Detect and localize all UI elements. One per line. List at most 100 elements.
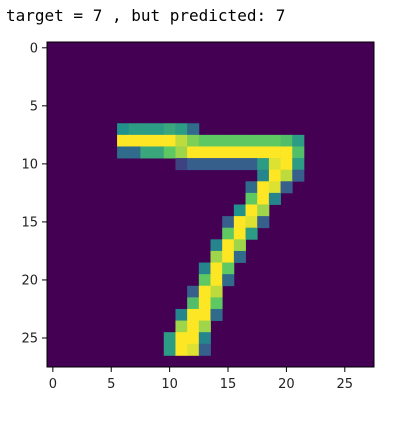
heatmap-cell <box>268 169 281 182</box>
heatmap-cell <box>117 123 130 136</box>
heatmap-cell <box>292 158 305 171</box>
heatmap-cell <box>245 216 258 229</box>
heatmap-cell <box>268 181 281 194</box>
x-tick-label: 25 <box>337 377 354 392</box>
y-tick-label: 20 <box>21 273 38 288</box>
heatmap-cell <box>210 239 223 252</box>
heatmap-cell <box>233 216 246 229</box>
heatmap-cell <box>140 146 153 159</box>
heatmap-cell <box>233 239 246 252</box>
heatmap-cell <box>198 146 211 159</box>
heatmap-cell <box>257 169 270 182</box>
heatmap-cell <box>280 134 293 147</box>
heatmap-cell <box>187 320 200 333</box>
heatmap-cell <box>198 308 211 321</box>
cell-output-text: target = 7 , but predicted: 7 <box>6 6 286 25</box>
heatmap-cell <box>187 123 200 136</box>
heatmap-cell <box>292 134 305 147</box>
heatmap-cell <box>210 274 223 287</box>
heatmap-cell <box>117 146 130 159</box>
heatmap-cell <box>187 146 200 159</box>
heatmap-cell <box>187 285 200 298</box>
axes-frame <box>46 41 375 368</box>
heatmap-cell <box>245 134 258 147</box>
heatmap-cell <box>233 134 246 147</box>
heatmap-cell <box>292 169 305 182</box>
x-tick-label: 0 <box>49 377 57 392</box>
heatmap-cell <box>152 123 165 136</box>
heatmap-cell <box>198 158 211 171</box>
heatmap-cell <box>268 134 281 147</box>
heatmap-cell <box>222 134 235 147</box>
heatmap-cell <box>268 158 281 171</box>
heatmap-cell <box>280 181 293 194</box>
heatmap-cell <box>198 332 211 345</box>
heatmap-cell <box>163 332 176 345</box>
heatmap-cell <box>198 262 211 275</box>
heatmap-cell <box>163 146 176 159</box>
heatmap-cell <box>187 332 200 345</box>
heatmap-cell <box>187 158 200 171</box>
heatmap-cell <box>210 297 223 310</box>
y-tick-label: 10 <box>21 157 38 172</box>
heatmap-cell <box>210 285 223 298</box>
heatmap-cell <box>175 332 188 345</box>
heatmap-cell <box>280 146 293 159</box>
heatmap-cell <box>245 227 258 240</box>
heatmap-cell <box>257 146 270 159</box>
heatmap-cell <box>163 343 176 356</box>
heatmap-cell <box>257 216 270 229</box>
heatmap-cell <box>257 181 270 194</box>
heatmap-cell <box>198 297 211 310</box>
heatmap-cell <box>245 204 258 217</box>
heatmap-cell <box>163 123 176 136</box>
heatmap-cell <box>233 204 246 217</box>
heatmap-cell <box>233 158 246 171</box>
heatmap-cell <box>163 134 176 147</box>
heatmap-cell <box>128 123 141 136</box>
heatmap-cell <box>175 308 188 321</box>
heatmap-cell <box>198 285 211 298</box>
heatmap-cell <box>210 262 223 275</box>
heatmap-cell <box>152 146 165 159</box>
heatmap-cell <box>222 146 235 159</box>
heatmap-cell <box>187 308 200 321</box>
heatmap-cell <box>233 146 246 159</box>
x-tick-label: 20 <box>278 377 295 392</box>
heatmap-cell <box>245 158 258 171</box>
heatmap-cell <box>257 134 270 147</box>
heatmap-cell <box>187 297 200 310</box>
y-axis-ticks: 0 5 10 15 20 25 <box>21 41 47 346</box>
y-tick-label: 0 <box>30 41 38 56</box>
heatmap-cell <box>140 123 153 136</box>
x-tick-label: 15 <box>220 377 237 392</box>
heatmap-cell <box>152 134 165 147</box>
heatmap-cell <box>210 308 223 321</box>
x-tick-label: 5 <box>107 377 115 392</box>
heatmap-cell <box>140 134 153 147</box>
y-tick-label: 25 <box>21 331 38 346</box>
heatmap-cell <box>128 134 141 147</box>
y-tick-label: 15 <box>21 215 38 230</box>
heatmap-cells <box>47 42 374 367</box>
heatmap-cell <box>245 192 258 205</box>
heatmap-cell <box>222 227 235 240</box>
heatmap-cell <box>198 274 211 287</box>
heatmap-cell <box>175 146 188 159</box>
heatmap-cell <box>233 250 246 263</box>
heatmap-cell <box>175 123 188 136</box>
heatmap-cell <box>210 146 223 159</box>
heatmap-cell <box>245 146 258 159</box>
heatmap-cell <box>222 250 235 263</box>
heatmap-cell <box>198 343 211 356</box>
heatmap-cell <box>292 146 305 159</box>
heatmap-cell <box>210 158 223 171</box>
heatmap-cell <box>268 192 281 205</box>
heatmap-cell <box>175 343 188 356</box>
heatmap-cell <box>198 134 211 147</box>
heatmap-cell <box>280 158 293 171</box>
heatmap-cell <box>257 204 270 217</box>
heatmap-cell <box>210 134 223 147</box>
heatmap-cell <box>128 146 141 159</box>
